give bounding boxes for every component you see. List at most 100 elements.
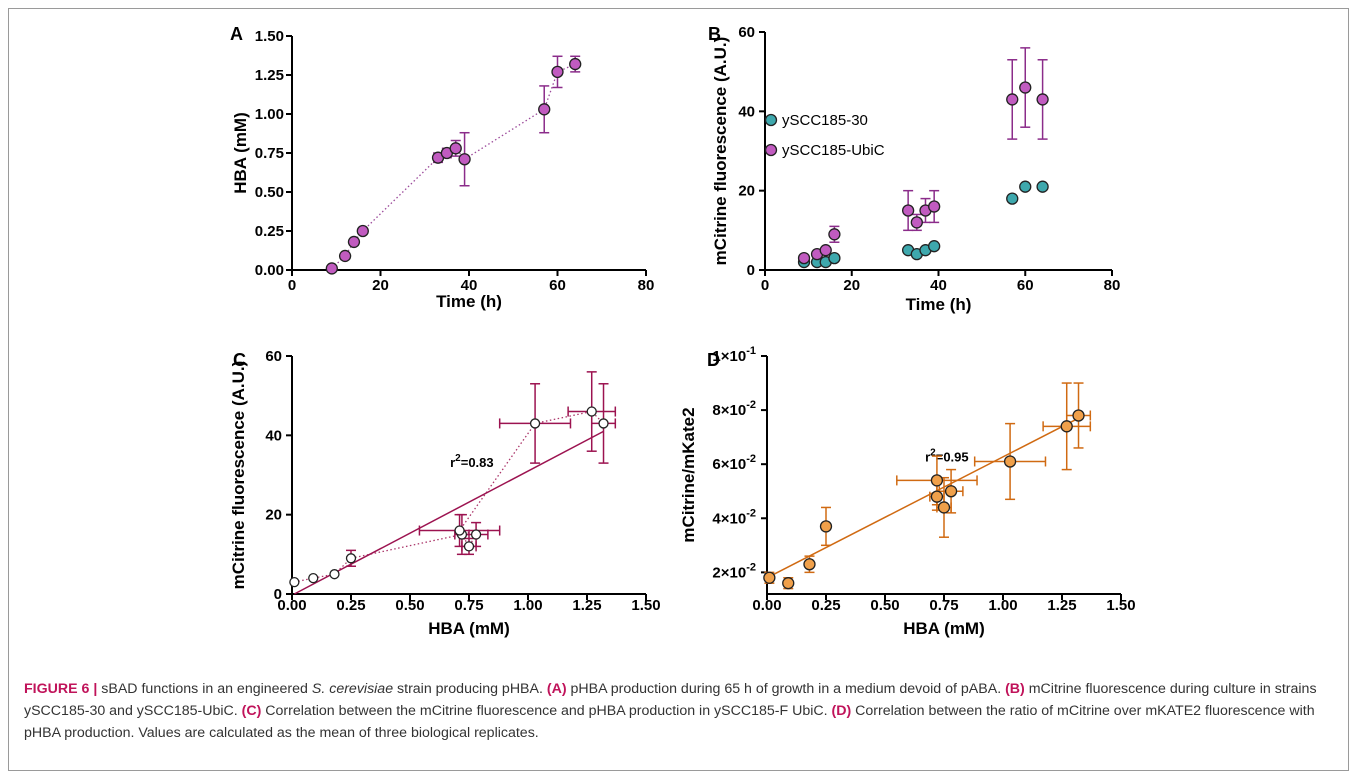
fit-line [294, 430, 604, 595]
caption-segment: (C) [241, 703, 262, 719]
y-tick-label: 40 [738, 103, 755, 120]
y-tick-label: 60 [738, 24, 755, 41]
caption-segment: mCitrine fluorescence during culture in … [24, 681, 1317, 719]
x-tick-label: 1.50 [1106, 597, 1135, 614]
x-tick-label: 1.50 [631, 597, 660, 614]
data-point [1006, 192, 1019, 205]
x-tick-label: 40 [930, 277, 947, 294]
data-point [763, 571, 776, 584]
data-point [910, 216, 923, 229]
data-point [463, 541, 475, 552]
figure-frame [8, 8, 1349, 771]
data-point [458, 153, 471, 166]
caption-segment: Correlation between the mCitrine fluores… [261, 703, 832, 719]
x-tick-label: 80 [1104, 277, 1121, 294]
panel-a: A 0 20 40 60 80 0.00 0.25 0.50 0.75 1.00 1.25 1.50 Ti… [230, 24, 654, 311]
y-tick-label: 6×10-2 [712, 453, 756, 473]
y-tick-label: 0.75 [255, 145, 284, 162]
data-point [1036, 180, 1049, 193]
caption-body: sBAD functions in an engineered S. cerev… [24, 681, 1317, 741]
caption-segment: strain producing pHBA. [393, 681, 547, 697]
x-tick-label: 1.00 [513, 597, 542, 614]
y-tick-label: 1.25 [255, 67, 284, 84]
data-point [1003, 455, 1017, 468]
y-tick-label: 1×10-1 [712, 345, 756, 365]
legend-label: ySCC185-UbiC [782, 142, 885, 159]
r-squared-label: r2=0.83 [450, 453, 494, 470]
y-tick-label: 0 [747, 262, 755, 279]
x-tick-label: 20 [372, 277, 389, 294]
data-point [569, 57, 582, 71]
legend-label: ySCC185-30 [782, 112, 868, 129]
data-point [1019, 81, 1032, 94]
data-point [308, 572, 319, 584]
r-squared-label: r2=0.95 [925, 447, 969, 464]
data-point [551, 65, 564, 79]
x-tick-label: 0.75 [454, 597, 483, 614]
data-point [819, 244, 832, 257]
x-tick-label: 1.00 [988, 597, 1017, 614]
data-point [329, 569, 340, 580]
panel-c: C 0.00 0.25 0.50 0.75 1.00 1.25 1.50 0 20 40 60 HBA … [229, 348, 661, 638]
x-tick-label: 80 [638, 277, 655, 294]
panel-letter: D [707, 350, 720, 370]
data-point [928, 240, 941, 253]
caption-segment: (B) [1005, 681, 1025, 697]
y-tick-label: 60 [265, 348, 282, 365]
x-tick-label: 0.00 [277, 597, 306, 614]
x-axis-label: Time (h) [906, 295, 972, 314]
y-tick-label: 0 [274, 586, 282, 603]
panel-letter: A [230, 24, 243, 44]
data-point [470, 529, 482, 540]
x-axis-label: HBA (mM) [903, 619, 985, 638]
caption-segment: (A) [546, 681, 567, 697]
caption-segment: Correlation between the ratio of mCitrin… [24, 703, 1315, 741]
panel-d: D 0.00 0.25 0.50 0.75 1.00 1.25 1.50 2×10-2 4×10-… [679, 345, 1136, 638]
x-tick-label: 0.75 [929, 597, 958, 614]
y-axis-label: mCitrine/mKate2 [679, 407, 698, 542]
x-tick-label: 20 [843, 277, 860, 294]
y-tick-label: 8×10-2 [712, 399, 756, 419]
y-tick-label: 1.00 [255, 106, 284, 123]
y-tick-label: 0.25 [255, 223, 284, 240]
data-point [325, 262, 338, 275]
data-point [598, 418, 609, 429]
x-tick-label: 1.25 [1047, 597, 1076, 614]
caption-segment: sBAD functions in an engineered [97, 681, 312, 697]
data-point [901, 204, 915, 217]
data-point [454, 525, 465, 536]
fit-line [766, 417, 1079, 579]
x-tick-label: 1.25 [572, 597, 601, 614]
data-point [1036, 93, 1049, 106]
connector-line [331, 63, 576, 269]
legend-marker [764, 143, 778, 157]
caption-label: FIGURE 6 | [24, 681, 98, 697]
data-point [538, 103, 551, 116]
y-tick-label: 4×10-2 [712, 507, 756, 527]
data-point [1072, 409, 1085, 422]
data-point [347, 235, 361, 249]
data-point [782, 577, 795, 590]
y-tick-label: 40 [265, 427, 282, 444]
caption-segment: (D) [831, 703, 852, 719]
y-tick-label: 2×10-2 [712, 561, 756, 581]
data-point [928, 200, 941, 213]
x-axis-label: Time (h) [436, 292, 502, 311]
figure-caption: FIGURE 6 | sBAD functions in an engineer… [24, 678, 1334, 744]
x-tick-label: 0 [288, 277, 296, 294]
y-axis-label: mCitrine fluorescence (A.U.) [229, 361, 248, 590]
x-tick-label: 40 [461, 277, 478, 294]
data-point [828, 228, 841, 241]
connector-line [294, 410, 604, 583]
x-tick-label: 60 [1017, 277, 1034, 294]
data-point [944, 485, 958, 498]
y-tick-label: 20 [265, 507, 282, 524]
x-tick-label: 0 [761, 277, 769, 294]
y-axis-label: mCitrine fluorescence (A.U.) [711, 37, 730, 266]
data-point [803, 558, 816, 571]
y-tick-label: 1.50 [255, 28, 284, 45]
legend-marker [764, 113, 778, 127]
data-point [529, 418, 541, 429]
y-tick-label: 0.50 [255, 184, 284, 201]
caption-segment: pHBA production during 65 h of growth in… [566, 681, 1006, 697]
